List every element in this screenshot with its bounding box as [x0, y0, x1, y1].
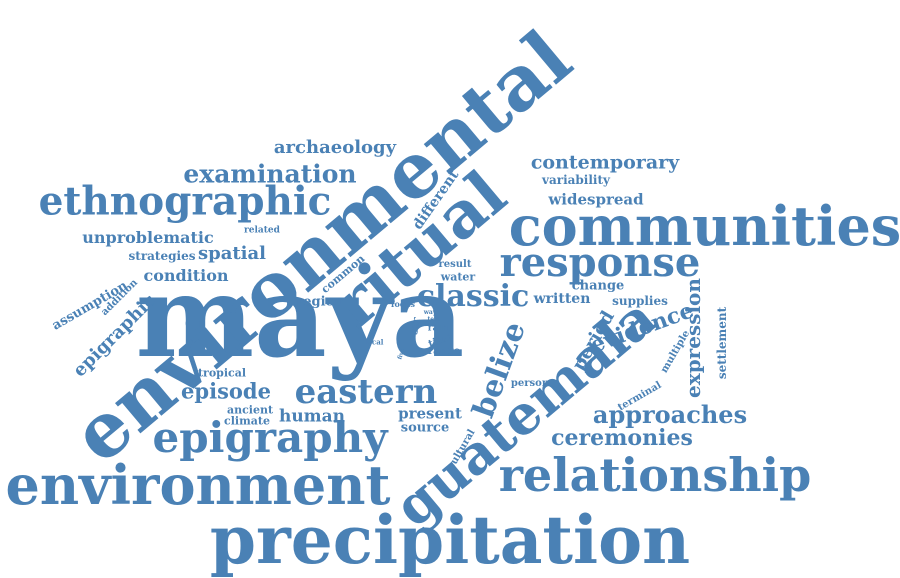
word-settlement: settlement	[715, 306, 729, 380]
word-spatial: spatial	[197, 243, 267, 264]
word-focus: focus	[391, 299, 415, 309]
word-eastern: eastern	[294, 372, 438, 412]
word-climate: climate	[224, 414, 270, 428]
word-condition: condition	[143, 266, 229, 285]
word-response: response	[499, 239, 701, 286]
word-rain: rain	[427, 323, 449, 334]
word-str: str	[407, 316, 423, 336]
word-approaches: approaches	[592, 400, 748, 429]
word-archaeology: archaeology	[273, 137, 397, 158]
word-local: local	[364, 337, 384, 347]
word-change: change	[571, 278, 625, 294]
word-unproblematic: unproblematic	[82, 228, 214, 247]
word-text: text	[427, 316, 441, 323]
word-ancient: ancient	[226, 403, 274, 417]
word-variability: variability	[542, 173, 610, 187]
word-strategies: strategies	[128, 249, 196, 263]
word-region: region	[296, 294, 344, 310]
word-relationship: relationship	[498, 448, 812, 502]
word-year: year	[374, 294, 392, 304]
word-range: range	[427, 346, 461, 357]
word-water: water	[440, 270, 476, 284]
word-epigraphy: epigraphy	[152, 413, 388, 462]
word-environment: environment	[5, 453, 391, 517]
word-episode: episode	[181, 378, 271, 404]
word-widespread: widespread	[548, 190, 644, 209]
word-maya: maya	[135, 252, 465, 383]
word-ethnographic: ethnographic	[38, 178, 332, 225]
word-supplies: supplies	[612, 294, 668, 308]
word-result: result	[438, 259, 472, 270]
word-precipitation: precipitation	[209, 501, 691, 578]
word-way: way	[423, 309, 437, 316]
word-human: human	[278, 406, 346, 427]
word-person: person	[510, 378, 550, 389]
word-examination: examination	[183, 159, 357, 189]
word-source: source	[400, 420, 450, 436]
word-related: related	[244, 225, 280, 236]
word-classic: classic	[416, 279, 530, 314]
word-communities: communities	[508, 194, 900, 258]
word-ceremonies: ceremonies	[551, 425, 693, 451]
word-contemporary: contemporary	[530, 151, 680, 174]
word-tropical: tropical	[197, 366, 247, 380]
word-present: present	[398, 404, 462, 423]
word-written: written	[533, 291, 591, 307]
